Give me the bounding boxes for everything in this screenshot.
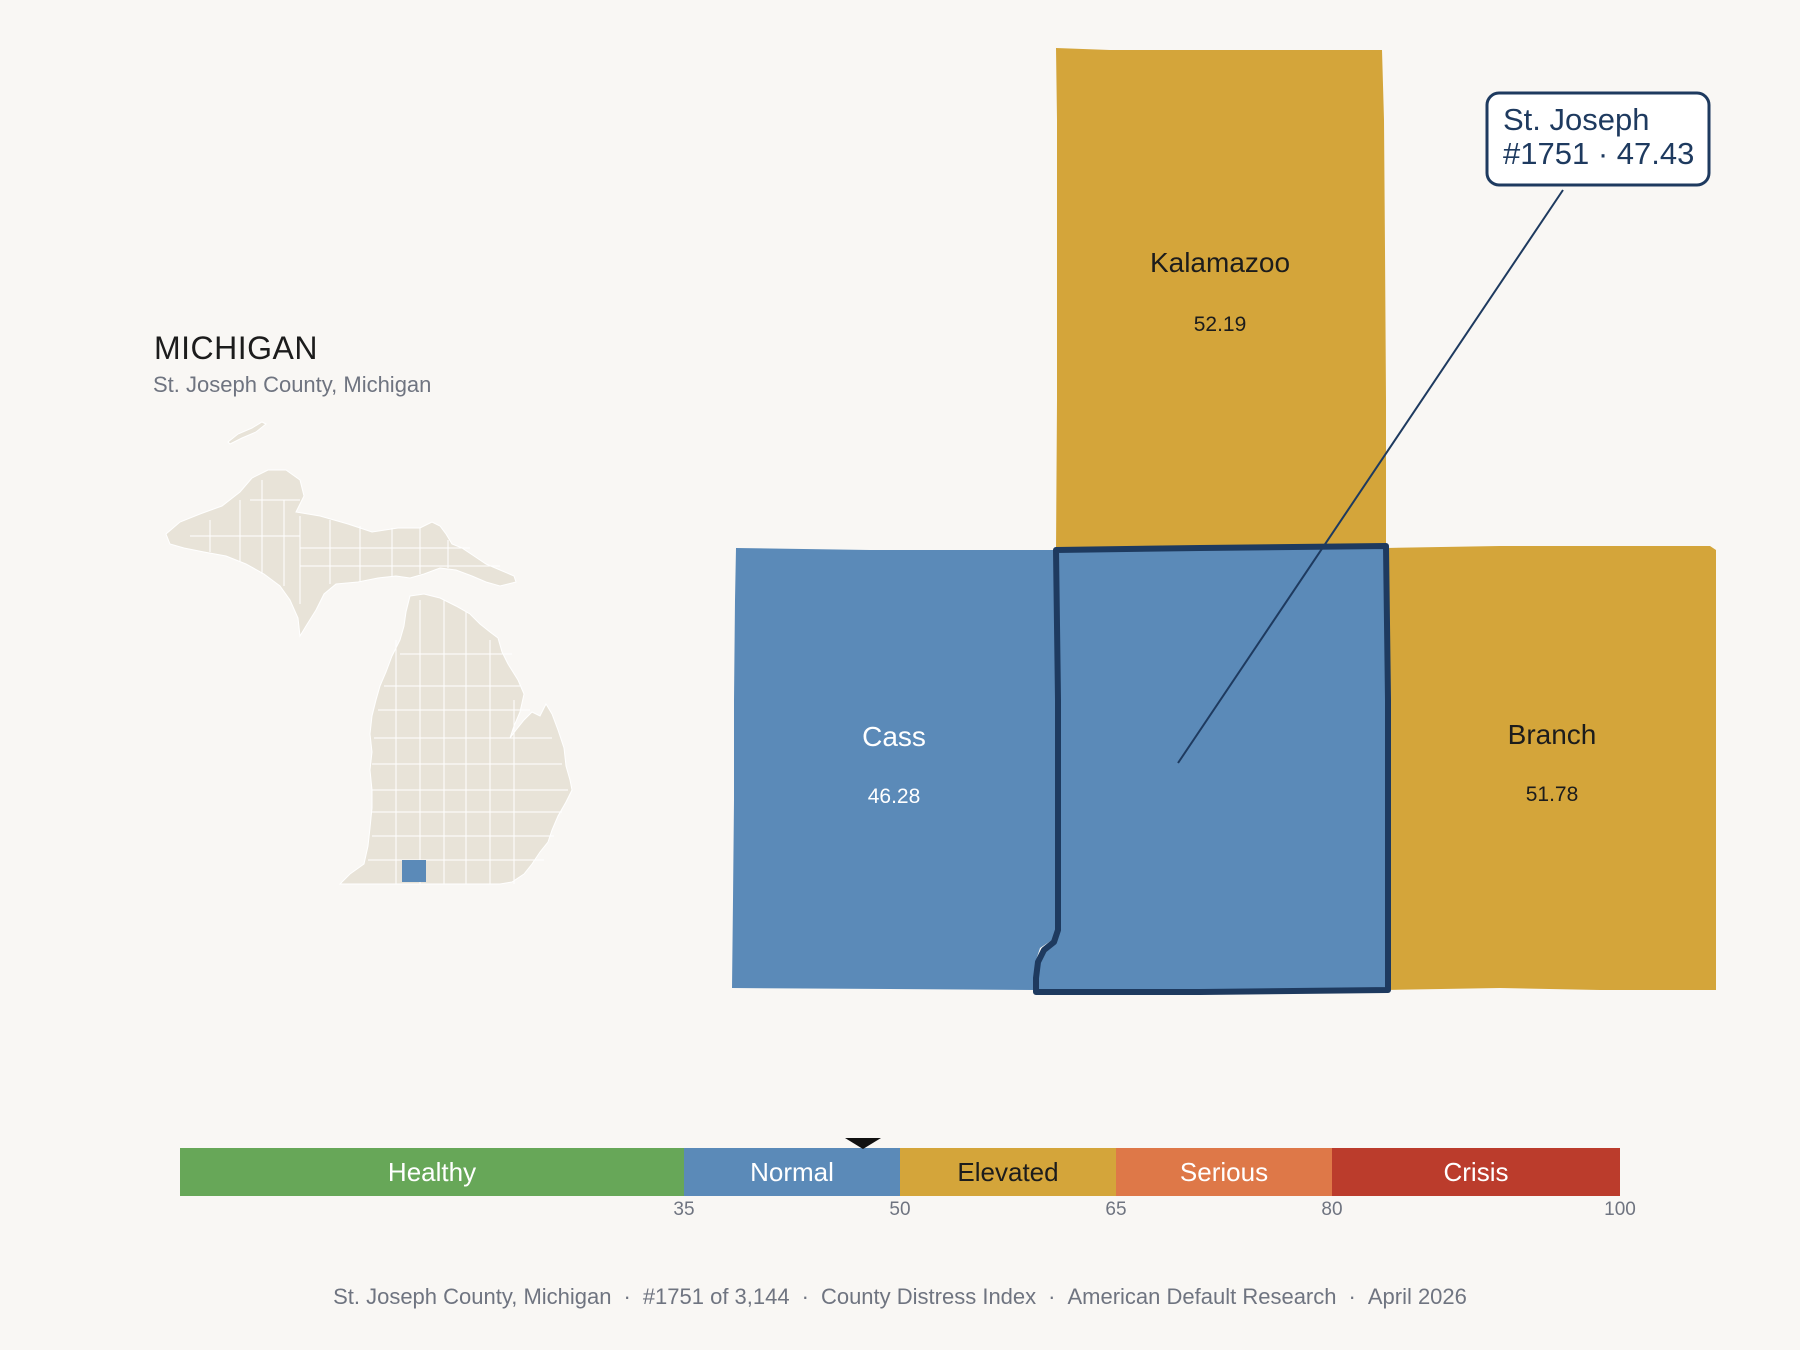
callout-county-name: St. Joseph — [1503, 102, 1649, 137]
distress-scale: Healthy Normal Elevated Serious Crisis 35 50 65… — [180, 1138, 1636, 1220]
footer-separator: · — [1048, 1284, 1056, 1309]
scale-tick-label: 50 — [889, 1199, 910, 1220]
lower-peninsula-shape — [338, 593, 573, 885]
branch-county[interactable] — [1386, 546, 1716, 990]
branch-label: Branch — [1508, 719, 1597, 750]
isle-royale-shape — [227, 421, 267, 445]
cass-label: Cass — [862, 721, 926, 752]
scale-band-label: Normal — [750, 1157, 834, 1187]
scale-tick-label: 80 — [1321, 1199, 1342, 1220]
st-joseph-locator-highlight — [402, 860, 426, 882]
callout-box — [1485, 91, 1711, 187]
footer-separator: · — [801, 1284, 809, 1309]
county-callout: St. Joseph #1751 · 47.43 — [1485, 91, 1711, 187]
scale-tick-label: 35 — [673, 1199, 694, 1220]
kalamazoo-score: 52.19 — [1194, 313, 1247, 336]
footer-separator: · — [1348, 1284, 1356, 1309]
scale-tick-label: 65 — [1105, 1199, 1126, 1220]
branch-score: 51.78 — [1526, 783, 1579, 806]
scale-band-normal — [684, 1148, 900, 1196]
michigan-locator-map — [165, 421, 573, 885]
scale-band-healthy — [180, 1148, 684, 1196]
callout-leader-line — [1177, 189, 1564, 764]
footer-source: American Default Research — [1067, 1284, 1337, 1309]
state-subtitle: St. Joseph County, Michigan — [153, 372, 432, 397]
state-title: MICHIGAN — [154, 330, 318, 366]
county-boundaries — [190, 480, 568, 884]
footer-index-name: County Distress Index — [820, 1284, 1037, 1309]
scale-band-elevated — [900, 1148, 1116, 1196]
cass-score: 46.28 — [868, 785, 921, 808]
county-neighbor-map: Kalamazoo 52.19 Cass 46.28 Branch 51.78 … — [732, 48, 1716, 995]
footer-rank: #1751 of 3,144 — [642, 1284, 790, 1309]
footer-separator: · — [623, 1284, 631, 1309]
scale-band-crisis — [1332, 1148, 1620, 1196]
footer-county: St. Joseph County, Michigan — [333, 1284, 612, 1309]
scale-tick-label: 100 — [1604, 1199, 1636, 1220]
footer-date: April 2026 — [1367, 1284, 1467, 1309]
scale-band-label: Elevated — [957, 1157, 1058, 1187]
scale-marker-icon — [844, 1138, 881, 1149]
scale-band-label: Healthy — [388, 1157, 476, 1187]
scale-band-serious — [1116, 1148, 1332, 1196]
upper-peninsula-shape — [165, 469, 517, 638]
cass-county[interactable] — [732, 548, 1060, 990]
scale-band-label: Crisis — [1444, 1157, 1509, 1187]
st-joseph-county[interactable] — [1033, 543, 1391, 995]
scale-band-label: Serious — [1180, 1157, 1268, 1187]
callout-rank-score: #1751 · 47.43 — [1503, 136, 1694, 171]
kalamazoo-county[interactable] — [1056, 48, 1386, 550]
footer: St. Joseph County, Michigan · #1751 of 3,1… — [0, 1284, 1800, 1310]
kalamazoo-label: Kalamazoo — [1150, 247, 1290, 278]
